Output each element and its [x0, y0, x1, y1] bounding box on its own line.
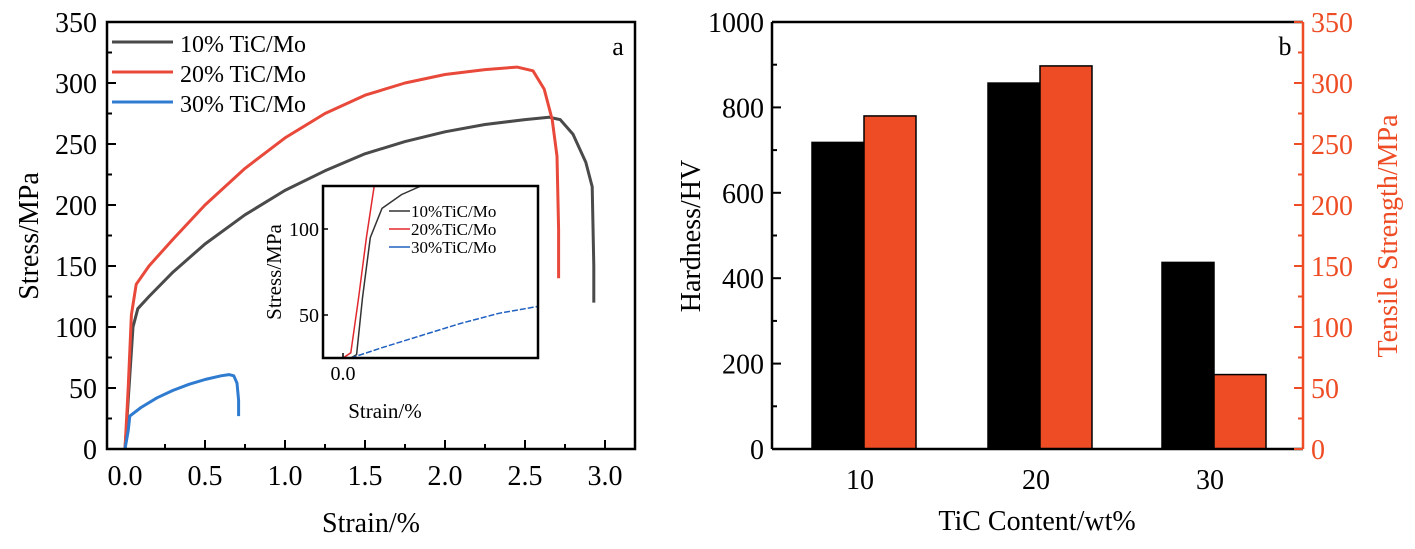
panel-b-ticks: 0 200 400 600 800 1000 0 50 100 150 200 250 300 350 10…	[708, 8, 1353, 496]
left-y-tick-label: 800	[722, 93, 764, 124]
bar-tensile-10	[863, 115, 917, 450]
x-tick-label: 0.0	[108, 461, 143, 492]
y-tick-label: 200	[55, 191, 97, 222]
inset-x-tick-label: 0.0	[331, 363, 356, 385]
left-y-tick-label: 200	[722, 350, 764, 381]
x-tick-label: 1.5	[348, 461, 383, 492]
inset-legend-label-2: 20%TiC/Mo	[411, 220, 496, 239]
y-tick-label: 50	[69, 374, 97, 405]
inset-y-axis-label: Stress/MPa	[262, 223, 286, 319]
left-y-tick-label: 400	[722, 264, 764, 295]
x-tick-label: 30	[1196, 465, 1224, 496]
right-y-tick-label: 250	[1311, 130, 1353, 161]
bar-tensile-30	[1213, 373, 1267, 450]
inset-frame	[321, 184, 540, 360]
y-tick-label: 100	[55, 313, 97, 344]
left-y-tick-label: 1000	[708, 8, 764, 39]
bar-hardness-10	[811, 141, 865, 450]
panel-a-x-axis-label: Strain/%	[322, 508, 420, 539]
inset-series	[342, 186, 538, 358]
panel-a-label: a	[612, 32, 624, 61]
x-tick-label: 20	[1022, 465, 1050, 496]
right-y-tick-label: 200	[1311, 191, 1353, 222]
panel-a-plot-frame	[105, 20, 637, 451]
legend-label-1: 10% TiC/Mo	[180, 32, 306, 58]
left-y-tick-label: 0	[750, 435, 764, 466]
left-y-tick-label: 600	[722, 179, 764, 210]
panel-b-left-y-axis-label: Hardness/HV	[676, 160, 707, 312]
x-tick-label: 10	[846, 465, 874, 496]
panel-a-y-axis-label: Stress/MPa	[14, 172, 45, 300]
right-y-tick-label: 50	[1311, 374, 1339, 405]
bar-hardness-20	[987, 82, 1041, 450]
series-line-1	[123, 115, 596, 450]
legend-label-3: 30% TiC/Mo	[180, 92, 306, 118]
inset-x-axis-label: Strain/%	[348, 399, 422, 423]
bar-tensile-20	[1039, 65, 1093, 450]
right-y-tick-label: 300	[1311, 69, 1353, 100]
inset-series-line-1	[350, 186, 422, 358]
legend-label-2: 20% TiC/Mo	[180, 62, 306, 88]
y-tick-label: 0	[83, 435, 97, 466]
x-tick-label: 2.0	[428, 461, 463, 492]
series-line-3	[123, 373, 241, 450]
panel-a-legend: 10% TiC/Mo 20% TiC/Mo 30% TiC/Mo	[112, 32, 306, 118]
inset-series-line-2	[342, 186, 375, 358]
panel-b-x-axis-label: TiC Content/wt%	[938, 506, 1135, 537]
inset-legend-label-3: 30%TiC/Mo	[411, 238, 496, 257]
y-tick-label: 150	[55, 252, 97, 283]
x-tick-label: 1.0	[268, 461, 303, 492]
x-tick-label: 2.5	[508, 461, 543, 492]
y-tick-label: 300	[55, 69, 97, 100]
panel-b-right-y-axis-label: Tensile Strength/MPa	[1373, 114, 1404, 358]
right-y-tick-label: 350	[1311, 8, 1353, 39]
panel-b-bar-chart: 0 200 400 600 800 1000 0 50 100 150 200 250 300 350 10…	[676, 8, 1404, 537]
series-line-2	[123, 65, 561, 450]
panel-b-label: b	[1279, 32, 1292, 61]
right-y-tick-label: 0	[1311, 435, 1325, 466]
panel-a-ticks: 0.0 0.5 1.0 1.5 2.0 2.5 3.0 0 50 100 150 200 250 300 3…	[55, 8, 623, 492]
right-y-tick-label: 150	[1311, 252, 1353, 283]
panel-a-series	[123, 65, 596, 450]
inset-y-tick-label: 100	[289, 219, 319, 241]
inset-series-line-3	[350, 305, 538, 358]
panel-b-bars	[811, 65, 1267, 450]
x-tick-label: 0.5	[188, 461, 223, 492]
y-tick-label: 350	[55, 8, 97, 39]
panel-a-inset-chart: 0.0 50 100 Strain/% Stress/MPa 10%TiC/Mo20%Ti…	[262, 184, 540, 423]
inset-y-tick-label: 50	[299, 305, 319, 327]
right-y-tick-label: 100	[1311, 313, 1353, 344]
bar-hardness-30	[1161, 261, 1215, 450]
inset-legend-label-1: 10%TiC/Mo	[411, 202, 496, 221]
x-tick-label: 3.0	[588, 461, 623, 492]
y-tick-label: 250	[55, 130, 97, 161]
panel-a-stress-strain-chart: 0.0 0.5 1.0 1.5 2.0 2.5 3.0 0 50 100 150 200 250 300 3…	[14, 8, 637, 539]
